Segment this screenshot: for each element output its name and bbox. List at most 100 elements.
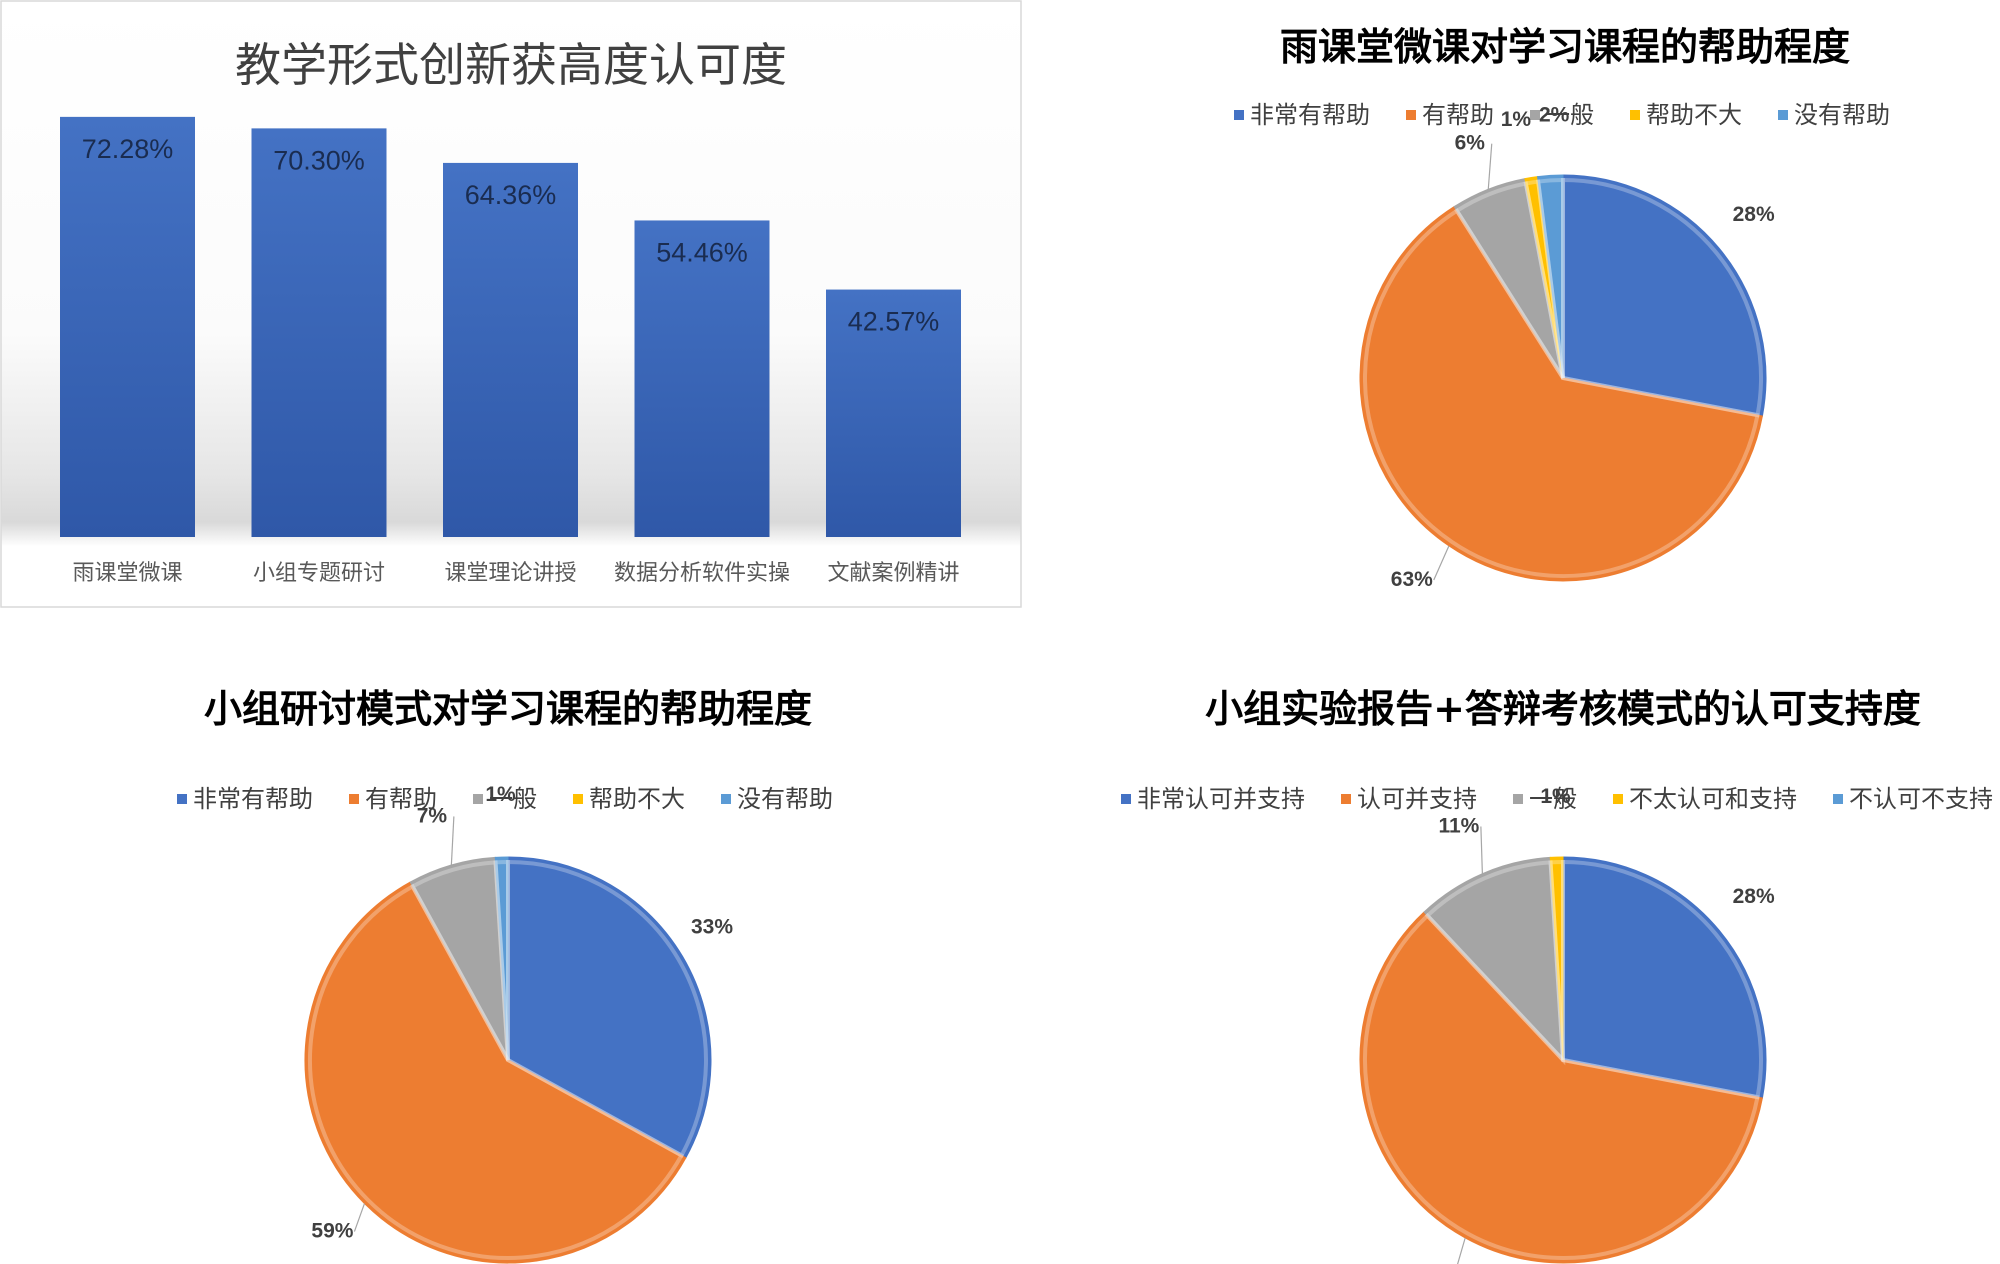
bar-data-label: 42.57% xyxy=(848,307,940,337)
legend-item: 非常有帮助 xyxy=(177,785,313,813)
legend-swatch xyxy=(177,794,187,804)
slice-data-label: 63% xyxy=(1391,568,1433,591)
pie-slice xyxy=(1359,911,1763,1264)
x-tick-label: 文献案例精讲 xyxy=(827,561,959,586)
pie-slice-edge xyxy=(1561,859,1763,1100)
legend-label: 非常认可并支持 xyxy=(1137,785,1305,813)
pie-slice-edge xyxy=(1424,860,1566,1066)
legend-label: 不太认可和支持 xyxy=(1629,785,1797,813)
pie-slice-edge xyxy=(1363,208,1760,578)
bar xyxy=(443,162,578,537)
legend-label: 有帮助 xyxy=(365,785,437,813)
pie-slice-edge xyxy=(1535,177,1565,379)
legend-item: 一般 xyxy=(1513,785,1577,813)
bar xyxy=(60,116,195,537)
pie-chart-panel-3: 小组实验报告+答辩考核模式的认可支持度 非常认可并支持 认可并支持 一般 不太认可和支持… xyxy=(1040,660,2000,1264)
pie-slice-edge xyxy=(409,860,510,1061)
slice-data-label: 1% xyxy=(1540,785,1571,808)
slice-data-label: 1% xyxy=(485,783,516,806)
x-tick-label: 雨课堂微课 xyxy=(72,561,182,586)
legend-swatch xyxy=(1630,110,1640,120)
legend-swatch xyxy=(1406,110,1416,120)
slice-data-label: 28% xyxy=(1733,203,1775,226)
pie-chart-panel-1: 雨课堂微课对学习课程的帮助程度非常有帮助 有帮助 一般 帮助不大 没有帮助 28% 63% 6… xyxy=(1040,0,2000,600)
slice-data-label: 6% xyxy=(1455,132,1486,155)
pie-slice-edge xyxy=(1561,177,1763,418)
legend-label: 不认可不支持 xyxy=(1849,785,1993,813)
legend-label: 帮助不大 xyxy=(1646,101,1742,129)
pie-slice xyxy=(1359,205,1763,582)
legend-swatch xyxy=(1613,794,1623,804)
pie-slice xyxy=(507,856,712,1159)
slice-data-label: 2% xyxy=(1539,103,1570,126)
bar xyxy=(251,128,387,537)
legend-swatch xyxy=(573,794,583,804)
slice-data-label: 11% xyxy=(1438,814,1479,837)
bar-data-label: 64.36% xyxy=(465,180,557,210)
pie-slice-edge xyxy=(493,859,510,1061)
legend-label: 帮助不大 xyxy=(589,785,685,813)
legend-swatch xyxy=(1513,794,1523,804)
slice-data-label: 28% xyxy=(1733,885,1775,908)
slice-data-label: 7% xyxy=(417,804,448,827)
pie-slice-edge xyxy=(1523,179,1565,379)
legend-swatch xyxy=(1341,794,1351,804)
slice-data-label: 59% xyxy=(311,1220,353,1243)
legend-label: 一般 xyxy=(489,785,537,813)
bar-chart: 教学形式创新获高度认可度 72.28% 雨课堂微课 70.30% 小组专题研讨 64.36… xyxy=(0,0,1022,608)
x-tick-label: 数据分析软件实操 xyxy=(614,561,790,586)
legend: 非常认可并支持 认可并支持 一般 不太认可和支持 不认可不支持 xyxy=(1121,785,1993,813)
slice-data-label: 33% xyxy=(691,915,733,938)
legend-swatch xyxy=(1833,794,1843,804)
legend-item: 不认可不支持 xyxy=(1833,785,1993,813)
pie-slice-edge xyxy=(1363,912,1760,1260)
pie-slice xyxy=(1536,174,1564,379)
legend-label: 有帮助 xyxy=(1422,101,1494,129)
legend-item: 有帮助 xyxy=(1406,101,1494,129)
legend-swatch xyxy=(473,794,483,804)
legend-label: 认可并支持 xyxy=(1357,785,1477,813)
bar-data-label: 70.30% xyxy=(273,145,365,175)
chart-title: 雨课堂微课对学习课程的帮助程度 xyxy=(1280,25,1850,69)
pie-slice xyxy=(1562,174,1767,417)
legend-label: 没有帮助 xyxy=(737,785,833,813)
legend-swatch xyxy=(1530,110,1540,120)
legend-item: 没有帮助 xyxy=(1778,101,1890,129)
pie-slice-edge xyxy=(506,859,708,1159)
x-tick-label: 小组专题研讨 xyxy=(253,561,385,586)
pie-slice-edge xyxy=(1548,859,1565,1061)
legend-label: 一般 xyxy=(1529,785,1577,813)
legend-item: 有帮助 xyxy=(349,785,437,813)
pie-slice xyxy=(494,856,509,1061)
bar-data-label: 54.46% xyxy=(656,237,748,267)
legend-swatch xyxy=(721,794,731,804)
leader-line xyxy=(1487,143,1493,190)
slice-data-label: 1% xyxy=(1501,108,1532,131)
leader-line xyxy=(1480,826,1483,874)
legend-item: 认可并支持 xyxy=(1341,785,1477,813)
legend-item: 非常认可并支持 xyxy=(1121,785,1305,813)
legend-swatch xyxy=(1778,110,1788,120)
legend-item: 帮助不大 xyxy=(573,785,685,813)
legend-label: 一般 xyxy=(1546,101,1594,129)
pie-slice xyxy=(1549,856,1564,1061)
legend-label: 非常有帮助 xyxy=(1250,101,1370,129)
pie-slice-edge xyxy=(308,883,685,1260)
legend-label: 没有帮助 xyxy=(1794,101,1890,129)
leader-line xyxy=(1433,545,1450,581)
slice-data-label: 60% xyxy=(1412,1262,1454,1264)
legend-item: 一般 xyxy=(1530,101,1594,129)
legend: 非常有帮助 有帮助 一般 帮助不大 没有帮助 xyxy=(1234,101,1890,129)
legend-item: 非常有帮助 xyxy=(1234,101,1370,129)
bar-data-label: 72.28% xyxy=(82,134,174,164)
pie-slice xyxy=(1562,856,1767,1099)
x-tick-label: 课堂理论讲授 xyxy=(444,561,576,586)
legend-swatch xyxy=(1234,110,1244,120)
legend-swatch xyxy=(349,794,359,804)
legend-item: 没有帮助 xyxy=(721,785,833,813)
legend-label: 非常有帮助 xyxy=(193,785,313,813)
bar xyxy=(826,289,961,537)
